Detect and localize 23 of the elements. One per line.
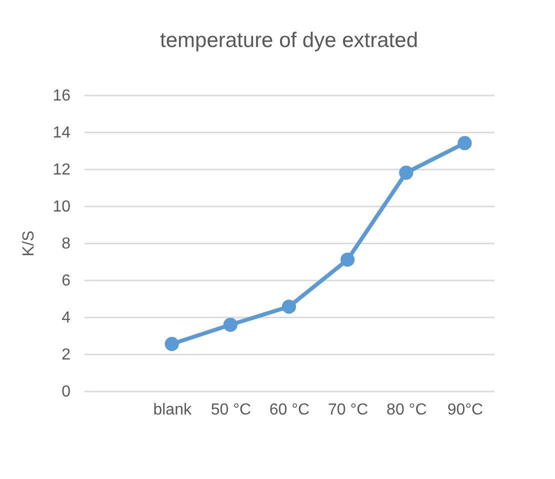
y-tick-label: 10: [52, 198, 71, 216]
x-tick-label: 70 °C: [328, 402, 368, 418]
x-tick-label: 60 °C: [269, 402, 310, 418]
point: [282, 300, 296, 314]
y-tick-label: 12: [52, 162, 71, 178]
x-tick-label: 50 °C: [210, 402, 252, 418]
y-tick-label: 14: [52, 124, 71, 142]
point: [340, 252, 355, 267]
point: [164, 336, 179, 352]
y-tick-label: 16: [52, 88, 71, 104]
y-tick-label: 6: [62, 272, 71, 290]
y-tick-label: 0: [62, 384, 71, 400]
x-tick-label: blank: [153, 402, 192, 418]
chart-title: temperature of dye extrated: [160, 29, 418, 52]
y-axis-title: K/S: [20, 230, 38, 256]
point: [399, 166, 414, 180]
point: [223, 318, 238, 332]
y-tick-label: 4: [62, 310, 71, 326]
y-tick-label: 8: [62, 236, 71, 252]
x-tick-label: 80 °C: [386, 402, 427, 418]
point: [458, 136, 472, 150]
y-tick-label: 2: [62, 346, 71, 364]
x-tick-label: 90°C: [447, 402, 484, 418]
